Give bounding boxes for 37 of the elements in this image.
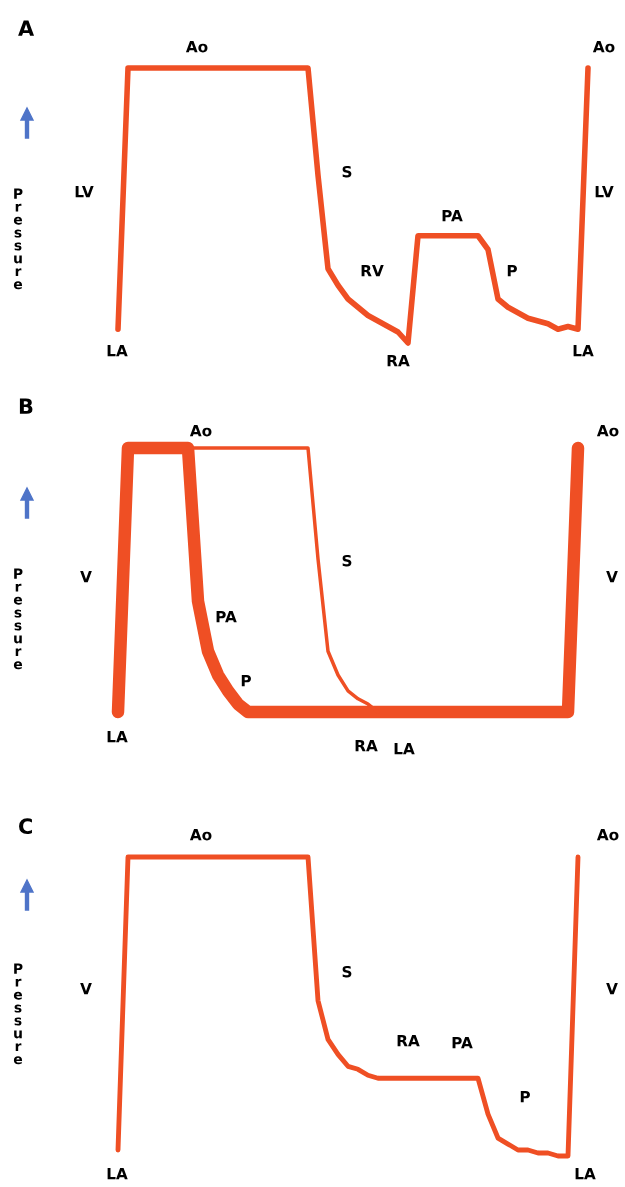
text: Ao bbox=[596, 425, 619, 437]
text: Ao bbox=[189, 829, 212, 841]
annotation: S bbox=[342, 965, 352, 978]
text: Ao bbox=[189, 425, 212, 437]
text: V bbox=[80, 571, 92, 583]
annotation: RV bbox=[361, 265, 384, 277]
annotation: P bbox=[241, 675, 251, 687]
text: LV bbox=[595, 186, 614, 198]
text: LA bbox=[394, 743, 415, 755]
text: LV bbox=[75, 186, 94, 198]
annotation: P bbox=[520, 1091, 530, 1103]
y-axis-title: Pressure bbox=[13, 568, 23, 670]
text: Ao bbox=[596, 829, 619, 841]
text: RA bbox=[355, 740, 378, 752]
text: Ao bbox=[592, 41, 615, 53]
text: LA bbox=[573, 345, 594, 357]
annotation: S bbox=[342, 165, 352, 178]
annotation: RA bbox=[397, 1035, 420, 1047]
annotation: S bbox=[342, 554, 352, 567]
text: V bbox=[80, 983, 92, 995]
chart-title: B bbox=[19, 398, 33, 414]
annotation: P bbox=[507, 265, 517, 277]
annotation: PA bbox=[442, 210, 463, 222]
text: LA bbox=[107, 731, 128, 743]
text: LA bbox=[107, 1168, 128, 1180]
text: LA bbox=[575, 1168, 596, 1180]
text: LA bbox=[107, 345, 128, 357]
annotation: PA bbox=[452, 1037, 473, 1049]
text: RA bbox=[387, 355, 410, 367]
y-axis-title: Pressure bbox=[13, 963, 23, 1065]
chart-title: C bbox=[19, 818, 32, 835]
text: V bbox=[606, 571, 618, 583]
y-axis-title: Pressure bbox=[13, 188, 23, 290]
text: V bbox=[606, 983, 618, 995]
annotation: PA bbox=[216, 611, 237, 623]
chart-title: A bbox=[18, 20, 35, 36]
text: Ao bbox=[185, 41, 208, 53]
